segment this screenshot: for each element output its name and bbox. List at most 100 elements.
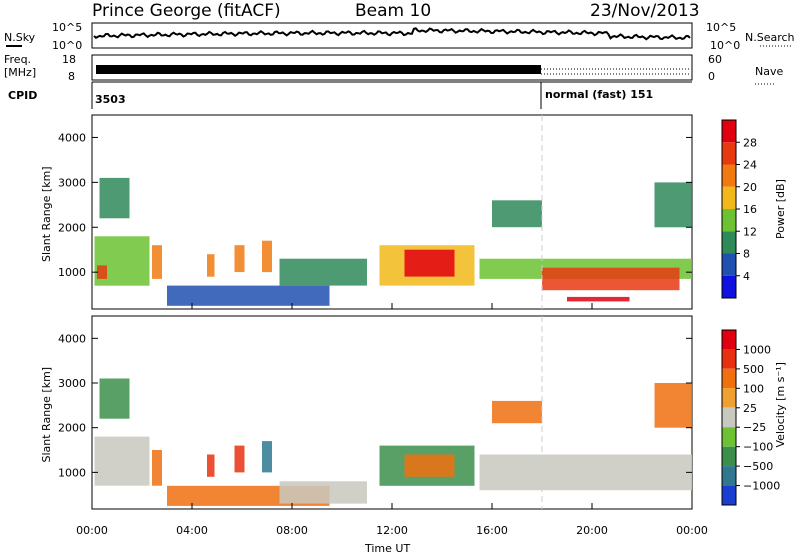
date-label: 23/Nov/2013 bbox=[590, 1, 700, 21]
x-tick-label: 00:00 bbox=[76, 524, 108, 537]
freq-panel bbox=[91, 54, 693, 81]
power-data-region bbox=[152, 245, 162, 279]
velocity-colorbar-segment bbox=[722, 446, 736, 467]
power-data-region bbox=[167, 285, 330, 306]
power-data-region bbox=[99, 177, 130, 219]
velocity-colorbar-tick-label: 25 bbox=[743, 402, 757, 415]
freq-label-1: Freq. bbox=[4, 53, 31, 66]
x-tick-label: 04:00 bbox=[176, 524, 208, 537]
freq-trace-solid bbox=[96, 65, 541, 74]
power-data-region bbox=[207, 254, 215, 277]
noise-right-tick-top: 10^5 bbox=[706, 21, 736, 34]
power-colorbar-tick-label: 12 bbox=[743, 225, 757, 238]
power-colorbar-segment bbox=[722, 186, 736, 210]
velocity-data-region bbox=[234, 445, 245, 473]
station-title: Prince George (fitACF) bbox=[92, 1, 281, 21]
nave-tick-top: 60 bbox=[708, 53, 722, 66]
power-colorbar-segment bbox=[722, 142, 736, 165]
beam-label: Beam 10 bbox=[355, 1, 431, 21]
power-data-region bbox=[542, 267, 680, 291]
x-tick-label: 16:00 bbox=[476, 524, 508, 537]
power-y-tick-label: 4000 bbox=[58, 131, 86, 144]
x-axis-title: Time UT bbox=[364, 542, 410, 554]
power-panel: 1000 2000 3000 4000 Slant Range [km] bbox=[40, 114, 693, 310]
velocity-colorbar-segment bbox=[722, 368, 736, 389]
cpid-id-2: normal (fast) 151 bbox=[545, 88, 653, 101]
power-colorbar-segment bbox=[722, 164, 736, 187]
freq-tick-bottom: 8 bbox=[68, 70, 75, 83]
power-colorbar-tick-label: 16 bbox=[743, 203, 757, 216]
velocity-data-region bbox=[404, 454, 455, 477]
velocity-data-region bbox=[99, 378, 130, 419]
power-colorbar: 4 8 12 16 20 24 28 Power [dB] bbox=[721, 119, 787, 299]
power-colorbar-segment bbox=[722, 209, 736, 232]
power-data-region bbox=[492, 200, 542, 228]
x-tick-label: 20:00 bbox=[576, 524, 608, 537]
velocity-colorbar-tick-label: 1000 bbox=[743, 343, 771, 356]
velocity-colorbar-tick-label: −500 bbox=[743, 460, 773, 473]
velocity-colorbar-label: Velocity [m s⁻¹] bbox=[774, 362, 787, 447]
velocity-colorbar-tick-label: −1000 bbox=[743, 480, 780, 493]
velocity-colorbar-segment bbox=[722, 407, 736, 428]
freq-label-2: [MHz] bbox=[4, 66, 36, 79]
velocity-y-tick-label: 4000 bbox=[58, 332, 86, 345]
power-colorbar-tick-label: 4 bbox=[743, 270, 750, 283]
power-colorbar-tick-label: 28 bbox=[743, 136, 757, 149]
power-colorbar-label: Power [dB] bbox=[774, 179, 787, 239]
velocity-y-tick-label: 3000 bbox=[58, 377, 86, 390]
velocity-colorbar: 1000 500 100 25 −25 −100 −500 −1000 Velocity [m … bbox=[721, 329, 787, 506]
power-colorbar-segment bbox=[722, 231, 736, 254]
x-tick-label: 12:00 bbox=[376, 524, 408, 537]
velocity-colorbar-tick-label: −25 bbox=[743, 421, 766, 434]
velocity-data-region bbox=[152, 450, 162, 486]
power-data-region bbox=[262, 240, 272, 273]
power-data-region bbox=[97, 265, 107, 279]
power-colorbar-tick-label: 20 bbox=[743, 181, 757, 194]
power-y-axis-label: Slant Range [km] bbox=[40, 166, 53, 262]
noise-right-label: N.Search bbox=[745, 31, 795, 44]
velocity-colorbar-segment bbox=[722, 349, 736, 369]
noise-left-label: N.Sky bbox=[4, 31, 36, 44]
nave-tick-bottom: 0 bbox=[708, 70, 715, 83]
freq-tick-top: 18 bbox=[62, 53, 76, 66]
velocity-y-axis-label: Slant Range [km] bbox=[40, 367, 53, 463]
velocity-colorbar-segment bbox=[722, 466, 736, 486]
noise-left-tick-top: 10^5 bbox=[52, 21, 82, 34]
velocity-data-region bbox=[207, 454, 215, 477]
time-axis: 00:00 04:00 08:00 12:00 16:00 20:00 00:00 bbox=[76, 303, 708, 537]
velocity-data-region bbox=[654, 383, 692, 428]
velocity-data-region bbox=[492, 400, 542, 424]
velocity-colorbar-tick-label: 500 bbox=[743, 363, 764, 376]
cpid-label: CPID bbox=[8, 89, 37, 102]
velocity-colorbar-segment bbox=[722, 485, 736, 505]
power-y-tick-label: 2000 bbox=[58, 221, 86, 234]
power-y-tick-label: 3000 bbox=[58, 176, 86, 189]
noise-right-tick-bottom: 10^0 bbox=[710, 39, 740, 52]
velocity-data-region bbox=[279, 481, 367, 504]
power-y-tick-label: 1000 bbox=[58, 266, 86, 279]
power-colorbar-segment bbox=[722, 253, 736, 276]
power-data-region bbox=[654, 182, 692, 228]
cpid-id-1: 3503 bbox=[95, 93, 126, 106]
velocity-colorbar-segment bbox=[722, 427, 736, 447]
nave-label: Nave bbox=[755, 65, 783, 78]
power-data-region bbox=[404, 249, 455, 277]
velocity-data-region bbox=[479, 454, 692, 491]
noise-panel bbox=[91, 22, 693, 49]
power-data-region bbox=[567, 296, 630, 302]
velocity-panel: 1000 2000 3000 4000 Slant Range [km] bbox=[40, 315, 693, 510]
velocity-colorbar-segment bbox=[722, 330, 736, 350]
velocity-y-tick-label: 2000 bbox=[58, 422, 86, 435]
power-colorbar-segment bbox=[722, 120, 736, 143]
power-data-region bbox=[234, 245, 245, 273]
power-data-region bbox=[279, 258, 367, 286]
power-colorbar-tick-label: 24 bbox=[743, 159, 757, 172]
power-colorbar-segment bbox=[722, 275, 736, 299]
x-tick-label: 08:00 bbox=[276, 524, 308, 537]
velocity-y-tick-label: 1000 bbox=[58, 466, 86, 479]
velocity-colorbar-segment bbox=[722, 388, 736, 408]
velocity-colorbar-frame bbox=[721, 329, 737, 506]
velocity-colorbar-tick-label: 100 bbox=[743, 382, 764, 395]
power-colorbar-tick-label: 8 bbox=[743, 248, 750, 261]
